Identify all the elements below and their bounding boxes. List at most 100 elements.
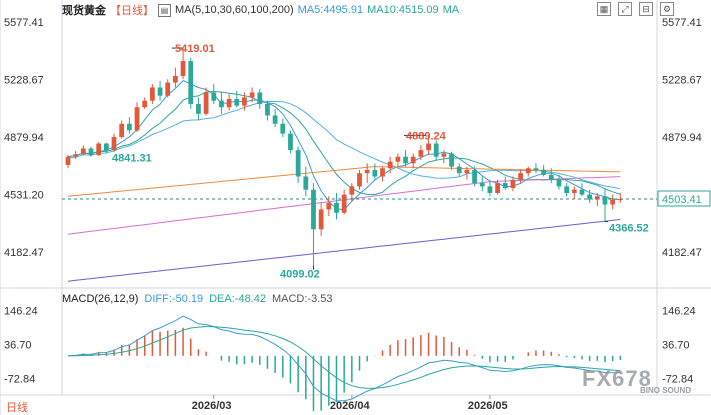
- annotation-high: 5419.01: [175, 43, 215, 55]
- candle-body: [403, 156, 408, 164]
- candle-body: [288, 133, 293, 151]
- grid-icon[interactable]: ▦: [597, 2, 611, 16]
- candle-body: [295, 150, 301, 177]
- expand-icon[interactable]: ⤢: [618, 2, 632, 16]
- candle-body: [157, 87, 163, 96]
- candle-body: [449, 153, 454, 167]
- candle-body: [311, 189, 316, 230]
- price-tick-left: 4182.47: [4, 247, 44, 259]
- watermark-sub: BINO SOUND: [640, 386, 692, 395]
- watermark-logo: FX678: [582, 366, 652, 391]
- chart-header: 现货黄金 【日线】 ▤ MA(5,10,30,60,100,200) MA5:4…: [62, 2, 459, 18]
- last-price-box: [657, 190, 711, 207]
- annotation-b: 4889.24: [406, 130, 447, 142]
- candle-body: [272, 115, 278, 124]
- ma5-value: MA5:4495.91: [297, 4, 364, 16]
- candle-body: [119, 123, 125, 137]
- macd-header: MACD(26,12,9) DIFF:-50.19 DEA:-48.42 MAC…: [62, 293, 333, 305]
- candle-body: [142, 100, 148, 108]
- candle-body: [242, 97, 247, 106]
- candle-body: [349, 186, 355, 195]
- price-tick-right: 5228.67: [662, 74, 702, 86]
- candle-body: [533, 168, 539, 170]
- candle-body: [249, 92, 255, 98]
- candle-body: [610, 199, 616, 205]
- ma-settings-icon[interactable]: ▤: [158, 3, 171, 17]
- candle-body: [441, 153, 447, 157]
- candle-body: [556, 179, 562, 187]
- price-tick-left: 4531.20: [4, 189, 44, 201]
- candle-body: [395, 156, 401, 162]
- candle-body: [587, 194, 593, 200]
- price-tick-right: 4182.47: [662, 247, 702, 259]
- candle-body: [326, 202, 332, 210]
- candle-body: [479, 183, 485, 187]
- macd-tick-right: 146.24: [662, 305, 696, 317]
- ma10-value: MA10:4515.09: [367, 4, 439, 16]
- candle-body: [472, 169, 477, 184]
- candle-body: [518, 173, 523, 180]
- candle-body: [96, 143, 102, 156]
- candle-body: [426, 143, 431, 151]
- candle-body: [303, 176, 309, 190]
- candle-body: [219, 100, 224, 108]
- instrument-name: 现货黄金: [62, 5, 106, 17]
- candle-body: [234, 99, 240, 106]
- candle-body: [502, 183, 508, 189]
- settings-icon[interactable]: ⚙: [660, 2, 674, 16]
- candle-body: [380, 168, 385, 177]
- candle-body: [357, 173, 362, 187]
- candle-body: [602, 196, 608, 205]
- macd-tick-left: -72.84: [4, 373, 35, 385]
- ma-more-label: MA: [442, 4, 460, 16]
- candle-body: [334, 202, 339, 213]
- candle-body: [548, 174, 554, 180]
- candle-body: [103, 143, 109, 151]
- candle-body: [364, 169, 370, 174]
- candle-body: [525, 168, 531, 174]
- price-tick-right: 5577.41: [662, 17, 702, 29]
- candle-body: [541, 169, 546, 175]
- price-tick-right: 4879.94: [662, 132, 702, 144]
- macd-tick-right: 36.70: [662, 339, 690, 351]
- candle-body: [456, 166, 462, 174]
- candle-body: [196, 103, 201, 114]
- macd-label: MACD(26,12,9): [62, 293, 139, 305]
- price-tick-left: 4879.94: [4, 132, 44, 144]
- candle-body: [126, 123, 132, 131]
- macd-tick-left: 36.70: [4, 339, 32, 351]
- annotation-c: 4366.52: [609, 223, 649, 235]
- candle-body: [265, 103, 270, 116]
- price-tick-left: 5577.41: [4, 17, 44, 29]
- annotation-low: 4099.02: [280, 269, 320, 281]
- candle-body: [226, 99, 232, 108]
- candle-body: [65, 156, 71, 165]
- candle-body: [88, 148, 94, 156]
- timeframe-tab[interactable]: 日线: [6, 402, 28, 414]
- x-label: 2026/03: [192, 400, 232, 412]
- period-selector[interactable]: 【日线】: [110, 5, 154, 17]
- candle-body: [134, 107, 140, 131]
- last-price-label: 4503.41: [662, 194, 702, 206]
- ma10-line: [67, 90, 621, 195]
- candle-body: [617, 199, 623, 201]
- candle-body: [257, 92, 263, 104]
- macd-dea: DEA:-48.42: [209, 293, 266, 305]
- candle-body: [372, 169, 378, 177]
- macd-dif: DIFF:-50.19: [144, 293, 204, 305]
- chart-toolbar: ▦ ⤢ ⊟ ⚙: [597, 2, 674, 16]
- macd-tick-left: 146.24: [4, 305, 38, 317]
- ma-label: MA(5,10,30,60,100,200): [175, 4, 294, 16]
- candle-body: [111, 136, 117, 151]
- x-label: 2026/05: [468, 400, 508, 412]
- macd-dea-line: [67, 326, 621, 389]
- candle-body: [579, 189, 585, 195]
- restore-icon[interactable]: ⊟: [639, 2, 653, 16]
- price-tick-left: 5228.67: [4, 74, 44, 86]
- macd-dif-line: [67, 315, 621, 402]
- candle-body: [188, 61, 194, 104]
- x-label: 2026/04: [330, 400, 371, 412]
- candle-body: [510, 179, 516, 189]
- candle-body: [410, 156, 416, 164]
